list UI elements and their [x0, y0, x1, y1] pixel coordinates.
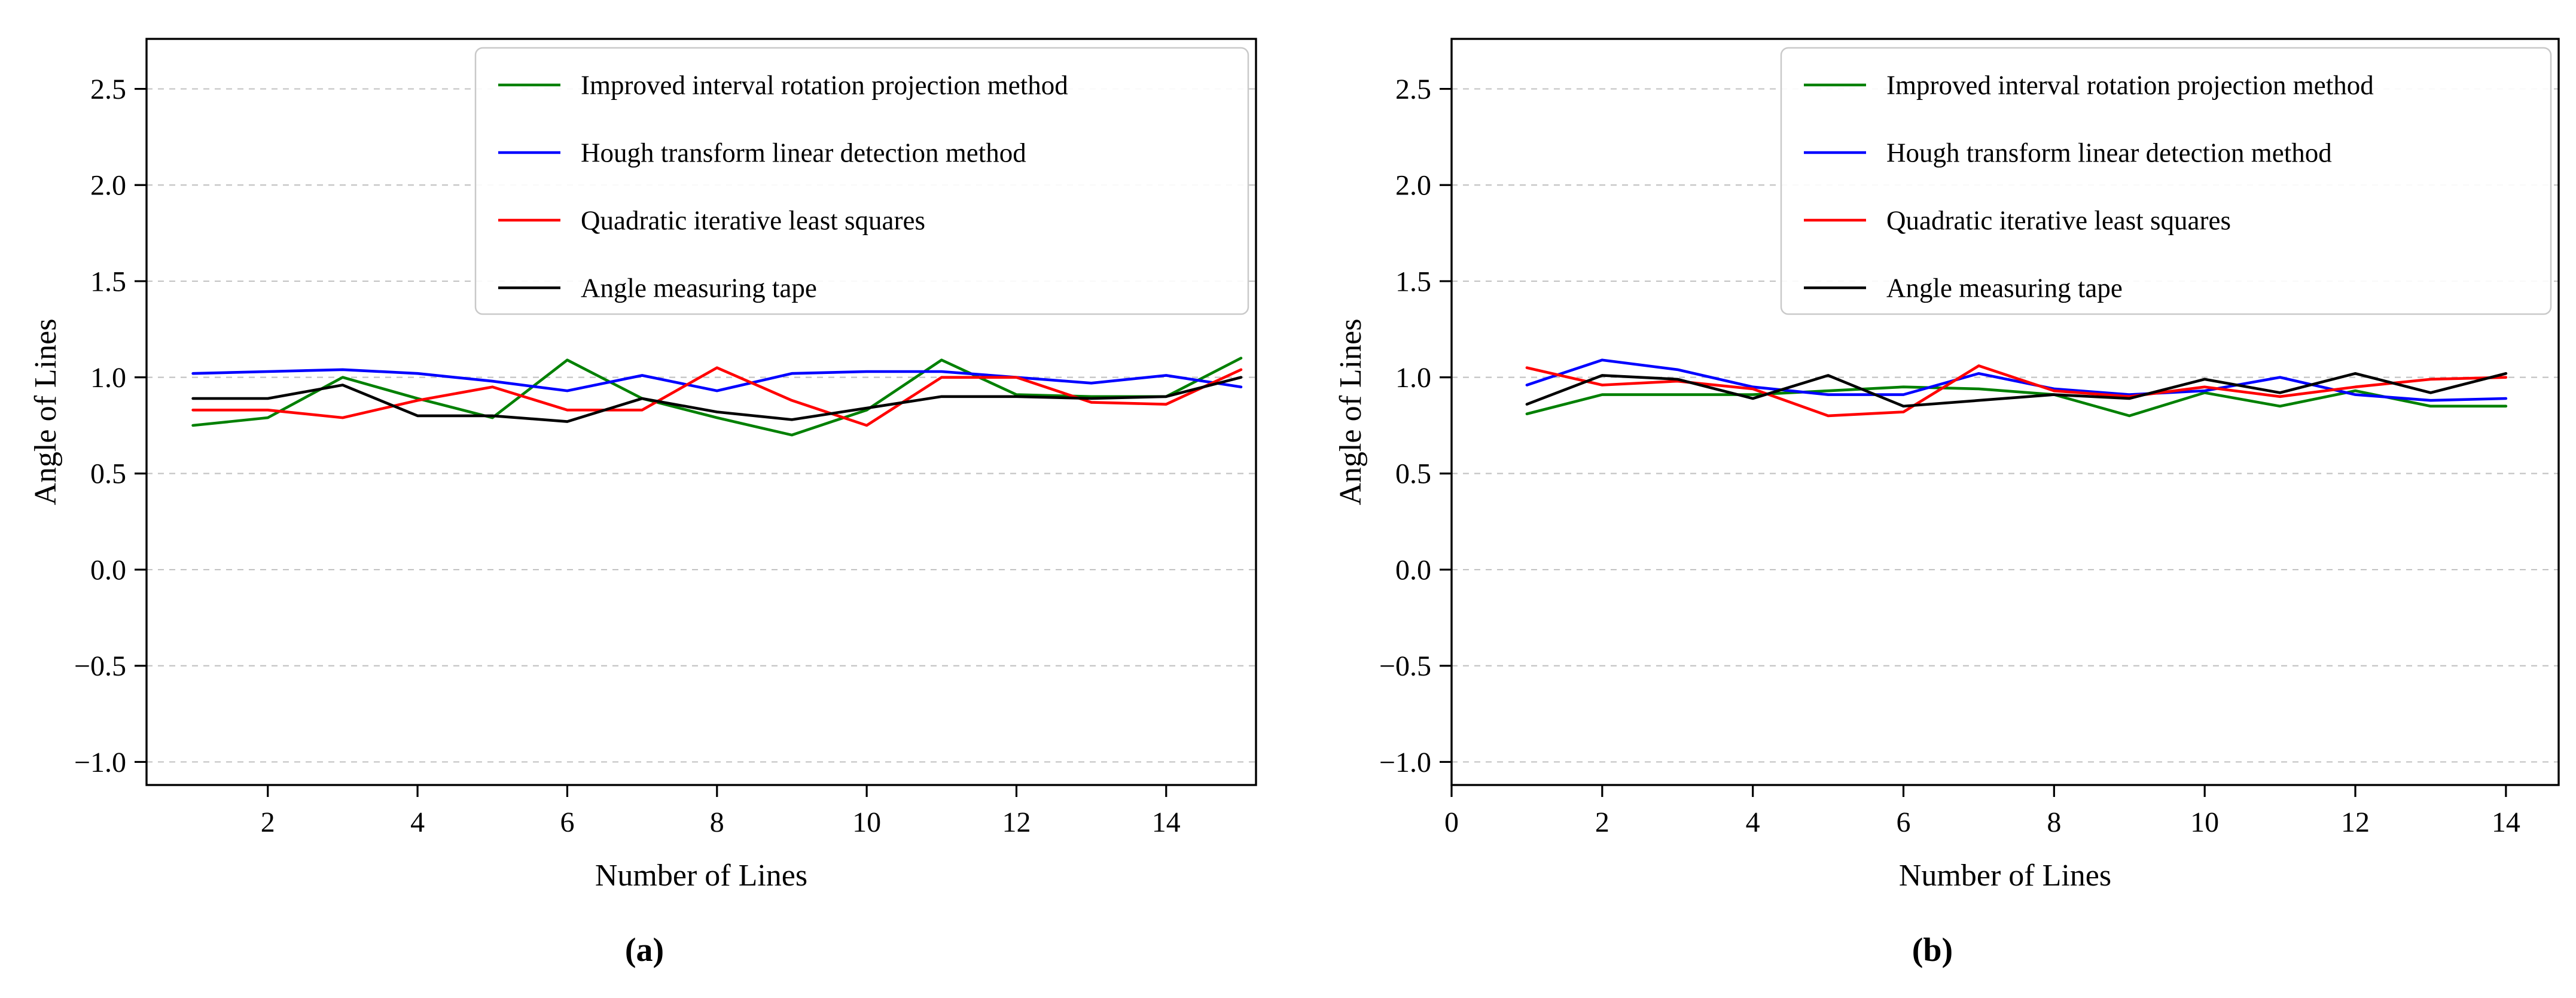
series-line-angle-measuring-tape: [1525, 372, 2508, 408]
y-axis-label: Angle of Lines: [1334, 319, 1368, 506]
plot-spines: [1450, 38, 2560, 786]
chart-panel-a: 2.5 2.0 1.5 1.0 0.5 0.0 −0.5 −1.0 2 4 6 8 10 12 14 Numb…: [29, 38, 1257, 893]
series-line-improved-interval-rotation-projection-method: [1525, 385, 2508, 418]
legend-item-label: Angle measuring tape: [1886, 273, 2123, 303]
x-tick-label: 0: [1444, 807, 1459, 838]
legend-box: [1780, 47, 2552, 315]
y-tick-label: −0.5: [74, 650, 126, 682]
x-tick-label: 10: [852, 807, 881, 838]
series-line-hough-transform-linear-detection-method: [191, 368, 1243, 392]
y-tick-label: 2.5: [1395, 74, 1431, 105]
x-axis-label: Number of Lines: [1899, 859, 2111, 893]
y-tick-label: 1.0: [90, 362, 126, 394]
legend-box: [474, 47, 1249, 315]
y-tick-label: 0.0: [1395, 554, 1431, 586]
y-tick-label: −0.5: [1379, 650, 1431, 682]
x-tick-label: 2: [1595, 807, 1609, 838]
y-tick-label: 2.0: [1395, 170, 1431, 202]
chart-panel-b: 2.5 2.0 1.5 1.0 0.5 0.0 −0.5 −1.0 0 2 4 6 8 10 12 14 Num…: [1334, 38, 2560, 893]
series-line-angle-measuring-tape: [191, 376, 1243, 423]
x-tick-label: 10: [2190, 807, 2219, 838]
caption-a: (a): [624, 932, 664, 969]
legend-item-label: Angle measuring tape: [581, 273, 817, 303]
legend-item-label: Quadratic iterative least squares: [1886, 205, 2231, 235]
y-tick-label: 2.0: [90, 170, 126, 202]
x-tick-label: 14: [2492, 807, 2520, 838]
series-line-hough-transform-linear-detection-method: [1525, 358, 2508, 402]
x-tick-label: 2: [261, 807, 275, 838]
legend-item-label: Quadratic iterative least squares: [581, 205, 925, 235]
x-tick-label: 12: [1002, 807, 1031, 838]
x-tick-label: 8: [2047, 807, 2061, 838]
y-tick-label: 1.5: [90, 266, 126, 297]
series-line-quadratic-iterative-least-squares: [191, 366, 1243, 427]
legend-item-label: Improved interval rotation projection me…: [1886, 70, 2374, 100]
plot-spines: [145, 38, 1257, 786]
x-tick-label: 4: [410, 807, 425, 838]
x-axis-label: Number of Lines: [595, 859, 807, 893]
x-tick-label: 6: [1897, 807, 1911, 838]
x-tick-label: 6: [560, 807, 574, 838]
legend-item-label: Improved interval rotation projection me…: [581, 70, 1068, 100]
y-tick-label: 0.5: [1395, 458, 1431, 490]
y-tick-label: 0.5: [90, 458, 126, 490]
y-tick-label: 0.0: [90, 554, 126, 586]
caption-b: (b): [1912, 932, 1953, 969]
x-tick-label: 14: [1152, 807, 1181, 838]
y-axis-label: Angle of Lines: [29, 319, 63, 506]
legend-item-label: Hough transform linear detection method: [581, 138, 1026, 168]
y-tick-label: 2.5: [90, 74, 126, 105]
y-tick-label: 1.5: [1395, 266, 1431, 297]
y-tick-label: −1.0: [1379, 747, 1431, 778]
x-tick-label: 12: [2341, 807, 2370, 838]
legend-item-label: Hough transform linear detection method: [1886, 138, 2332, 168]
y-tick-label: −1.0: [74, 747, 126, 778]
x-tick-label: 4: [1746, 807, 1760, 838]
x-tick-label: 8: [710, 807, 724, 838]
series-line-improved-interval-rotation-projection-method: [191, 357, 1243, 437]
y-tick-label: 1.0: [1395, 362, 1431, 394]
